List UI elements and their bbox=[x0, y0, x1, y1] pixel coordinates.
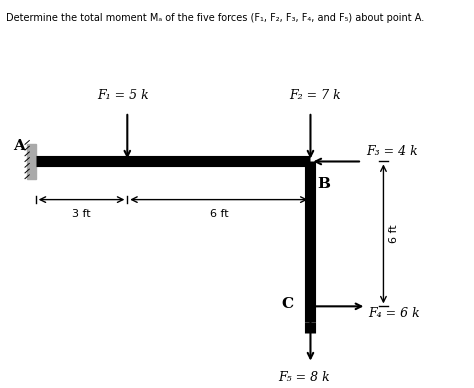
Text: Determine the total moment Mₐ of the five forces (F₁, F₂, F₃, F₄, and F₅) about : Determine the total moment Mₐ of the fiv… bbox=[6, 13, 424, 23]
Text: A: A bbox=[13, 139, 25, 153]
Text: C: C bbox=[281, 298, 293, 312]
Text: 6 ft: 6 ft bbox=[210, 209, 228, 219]
Text: 6 ft: 6 ft bbox=[389, 225, 399, 243]
Text: F₂ = 7 k: F₂ = 7 k bbox=[289, 89, 341, 102]
Text: F₁ = 5 k: F₁ = 5 k bbox=[97, 89, 149, 102]
Bar bbox=[27, 144, 36, 178]
Text: F₃ = 4 k: F₃ = 4 k bbox=[366, 145, 418, 158]
Text: F₄ = 6 k: F₄ = 6 k bbox=[368, 307, 420, 320]
Text: F₅ = 8 k: F₅ = 8 k bbox=[278, 371, 330, 384]
Text: 3 ft: 3 ft bbox=[72, 209, 91, 219]
Text: B: B bbox=[317, 177, 330, 191]
